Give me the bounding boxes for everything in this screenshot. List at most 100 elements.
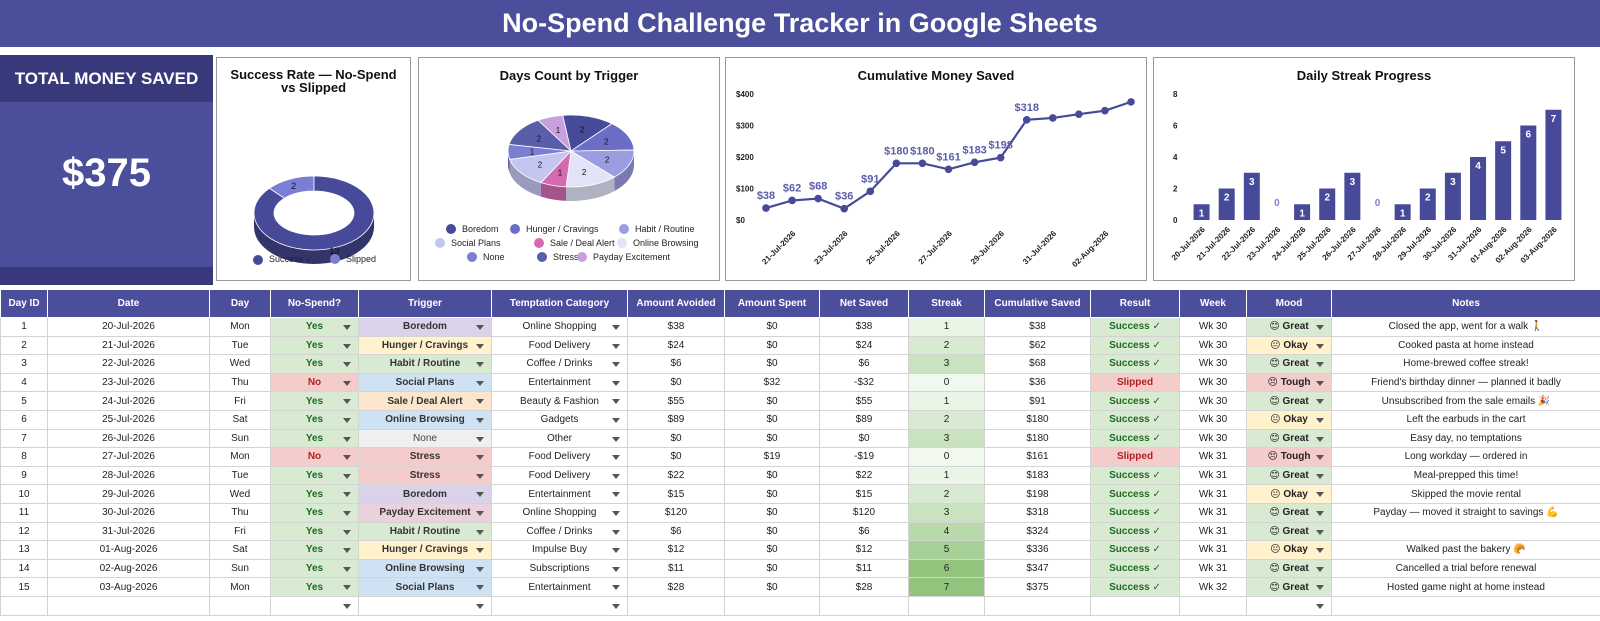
date-cell[interactable]: 26-Jul-2026 <box>47 428 210 449</box>
amount-spent-cell[interactable]: $19 <box>724 447 820 467</box>
streak-cell[interactable]: 3 <box>908 354 985 374</box>
amount-spent-cell[interactable] <box>724 595 820 616</box>
no-spend-dropdown[interactable]: Yes <box>270 428 359 449</box>
net-saved-cell[interactable]: $12 <box>819 540 909 560</box>
amount-avoided-cell[interactable]: $12 <box>627 540 725 560</box>
result-cell[interactable]: Success ✓ <box>1090 558 1180 579</box>
cumulative-cell[interactable]: $336 <box>984 540 1091 560</box>
date-cell[interactable]: 22-Jul-2026 <box>47 354 210 374</box>
amount-avoided-cell[interactable] <box>627 595 725 616</box>
streak-cell[interactable]: 3 <box>908 502 985 523</box>
column-header[interactable]: Amount Spent <box>724 289 820 318</box>
no-spend-dropdown[interactable]: Yes <box>270 354 359 374</box>
no-spend-dropdown[interactable]: Yes <box>270 577 359 597</box>
notes-cell[interactable]: Home-brewed coffee streak! <box>1331 354 1600 374</box>
mood-dropdown[interactable]: 😐 Okay <box>1246 409 1332 430</box>
amount-avoided-cell[interactable]: $0 <box>627 447 725 467</box>
streak-cell[interactable] <box>908 595 985 616</box>
mood-dropdown[interactable]: 😊 Great <box>1246 502 1332 523</box>
date-cell[interactable]: 29-Jul-2026 <box>47 484 210 504</box>
result-cell[interactable]: Success ✓ <box>1090 465 1180 486</box>
category-dropdown[interactable]: Food Delivery <box>491 465 628 486</box>
trigger-dropdown[interactable]: Social Plans <box>358 372 492 393</box>
cumulative-money-chart[interactable]: Cumulative Money Saved $0 $100 $200 $300 $40… <box>725 57 1147 281</box>
column-header[interactable]: Notes <box>1331 289 1600 318</box>
day-id-cell[interactable]: 6 <box>0 409 48 430</box>
amount-spent-cell[interactable]: $0 <box>724 577 820 597</box>
amount-spent-cell[interactable]: $0 <box>724 391 820 411</box>
date-cell[interactable] <box>47 595 210 616</box>
amount-avoided-cell[interactable]: $55 <box>627 391 725 411</box>
day-cell[interactable]: Thu <box>209 502 271 523</box>
day-cell[interactable]: Thu <box>209 372 271 393</box>
net-saved-cell[interactable]: $38 <box>819 317 909 337</box>
amount-avoided-cell[interactable]: $15 <box>627 484 725 504</box>
cumulative-cell[interactable]: $180 <box>984 428 1091 449</box>
date-cell[interactable]: 03-Aug-2026 <box>47 577 210 597</box>
week-cell[interactable]: Wk 31 <box>1179 558 1247 579</box>
day-id-cell[interactable]: 8 <box>0 447 48 467</box>
result-cell[interactable]: Success ✓ <box>1090 484 1180 504</box>
mood-dropdown[interactable]: 😊 Great <box>1246 521 1332 542</box>
category-dropdown[interactable]: Beauty & Fashion <box>491 391 628 411</box>
notes-cell[interactable]: Long workday — ordered in <box>1331 447 1600 467</box>
notes-cell[interactable] <box>1331 595 1600 616</box>
week-cell[interactable]: Wk 30 <box>1179 335 1247 356</box>
streak-cell[interactable]: 4 <box>908 521 985 542</box>
net-saved-cell[interactable]: $24 <box>819 335 909 356</box>
amount-spent-cell[interactable]: $0 <box>724 409 820 430</box>
streak-cell[interactable]: 7 <box>908 577 985 597</box>
amount-avoided-cell[interactable]: $24 <box>627 335 725 356</box>
result-cell[interactable]: Success ✓ <box>1090 335 1180 356</box>
trigger-dropdown[interactable]: Stress <box>358 465 492 486</box>
net-saved-cell[interactable]: $89 <box>819 409 909 430</box>
mood-dropdown[interactable]: 😣 Tough <box>1246 372 1332 393</box>
net-saved-cell[interactable]: $15 <box>819 484 909 504</box>
no-spend-dropdown[interactable]: Yes <box>270 521 359 542</box>
trigger-dropdown[interactable]: Stress <box>358 447 492 467</box>
cumulative-cell[interactable]: $324 <box>984 521 1091 542</box>
day-cell[interactable]: Fri <box>209 391 271 411</box>
trigger-dropdown[interactable]: None <box>358 428 492 449</box>
amount-spent-cell[interactable]: $0 <box>724 354 820 374</box>
cumulative-cell[interactable] <box>984 595 1091 616</box>
day-id-cell[interactable]: 9 <box>0 465 48 486</box>
streak-cell[interactable]: 1 <box>908 391 985 411</box>
cumulative-cell[interactable]: $36 <box>984 372 1091 393</box>
amount-avoided-cell[interactable]: $28 <box>627 577 725 597</box>
no-spend-dropdown[interactable]: Yes <box>270 502 359 523</box>
net-saved-cell[interactable]: $0 <box>819 428 909 449</box>
day-cell[interactable]: Sat <box>209 409 271 430</box>
trigger-dropdown[interactable]: Online Browsing <box>358 409 492 430</box>
category-dropdown[interactable]: Food Delivery <box>491 447 628 467</box>
amount-avoided-cell[interactable]: $89 <box>627 409 725 430</box>
category-dropdown[interactable]: Other <box>491 428 628 449</box>
date-cell[interactable]: 27-Jul-2026 <box>47 447 210 467</box>
streak-cell[interactable]: 6 <box>908 558 985 579</box>
column-header[interactable]: Day <box>209 289 271 318</box>
category-dropdown[interactable]: Subscriptions <box>491 558 628 579</box>
net-saved-cell[interactable]: $55 <box>819 391 909 411</box>
week-cell[interactable]: Wk 31 <box>1179 502 1247 523</box>
net-saved-cell[interactable]: $22 <box>819 465 909 486</box>
mood-dropdown[interactable]: 😊 Great <box>1246 577 1332 597</box>
amount-spent-cell[interactable]: $0 <box>724 484 820 504</box>
week-cell[interactable]: Wk 30 <box>1179 317 1247 337</box>
day-id-cell[interactable]: 4 <box>0 372 48 393</box>
mood-dropdown[interactable]: 😊 Great <box>1246 428 1332 449</box>
notes-cell[interactable]: Meal-prepped this time! <box>1331 465 1600 486</box>
week-cell[interactable]: Wk 30 <box>1179 409 1247 430</box>
amount-spent-cell[interactable]: $0 <box>724 502 820 523</box>
mood-dropdown[interactable]: 😊 Great <box>1246 465 1332 486</box>
day-cell[interactable]: Wed <box>209 484 271 504</box>
date-cell[interactable]: 24-Jul-2026 <box>47 391 210 411</box>
no-spend-dropdown[interactable]: Yes <box>270 465 359 486</box>
net-saved-cell[interactable]: -$19 <box>819 447 909 467</box>
result-cell[interactable] <box>1090 595 1180 616</box>
column-header[interactable]: No-Spend? <box>270 289 359 318</box>
no-spend-dropdown[interactable]: No <box>270 447 359 467</box>
amount-spent-cell[interactable]: $0 <box>724 317 820 337</box>
amount-spent-cell[interactable]: $0 <box>724 465 820 486</box>
day-cell[interactable]: Mon <box>209 447 271 467</box>
